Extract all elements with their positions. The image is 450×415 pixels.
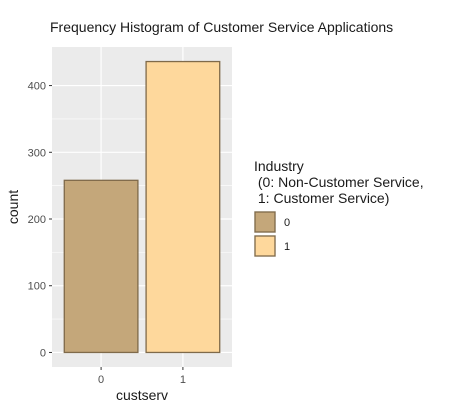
y-axis: 0 100 200 300 400 <box>28 81 52 359</box>
legend-key-swatch <box>254 211 276 233</box>
legend-title-line: Industry <box>254 158 304 174</box>
x-axis-title: custserv <box>116 387 168 403</box>
legend-item-label: 1 <box>284 241 290 253</box>
y-axis-title: count <box>5 190 21 224</box>
bar-1 <box>145 60 221 354</box>
legend-item-label: 0 <box>284 217 290 229</box>
bar-0 <box>63 179 139 354</box>
x-tick-label: 0 <box>98 374 104 386</box>
y-tick-label: 200 <box>28 214 46 226</box>
y-tick-label: 0 <box>40 347 46 359</box>
legend-title-line: 1: Customer Service) <box>254 190 389 206</box>
legend-key-swatch <box>254 235 276 257</box>
legend: Industry (0: Non-Customer Service, 1: Cu… <box>254 158 424 257</box>
legend-title-line: (0: Non-Customer Service, <box>254 174 424 190</box>
y-tick-label: 300 <box>28 147 46 159</box>
chart-title: Frequency Histogram of Customer Service … <box>50 19 393 35</box>
x-tick-label: 1 <box>180 374 186 386</box>
y-tick-label: 100 <box>28 281 46 293</box>
y-tick-label: 400 <box>28 81 46 93</box>
bars <box>63 60 221 354</box>
